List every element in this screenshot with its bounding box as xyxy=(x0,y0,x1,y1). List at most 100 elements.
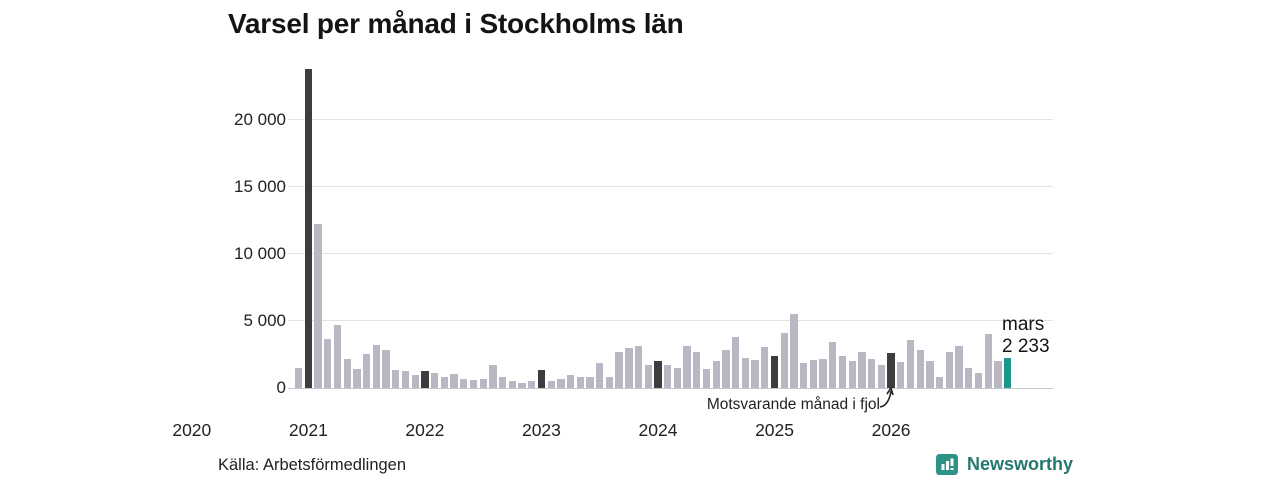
bar-2021-08 xyxy=(469,379,478,388)
bar-2023-04 xyxy=(664,365,672,388)
source-label: Källa: Arbetsförmedlingen xyxy=(218,456,407,474)
bar-2026-01 xyxy=(984,334,992,388)
bar-2024-08 xyxy=(819,359,827,388)
bar-2025-05 xyxy=(906,340,915,388)
bar-2024-12 xyxy=(858,352,866,388)
bar-2020-06 xyxy=(333,324,342,388)
bar-2020-03 xyxy=(304,68,312,388)
bar-2024-11 xyxy=(848,360,856,388)
bar-2023-01 xyxy=(634,346,643,388)
chart-title: Varsel per månad i Stockholms län xyxy=(228,8,684,39)
x-axis-label-2024: 2024 xyxy=(638,420,678,440)
bar-2020-08 xyxy=(353,369,361,388)
bar-2025-06 xyxy=(916,350,924,388)
bar-2020-04 xyxy=(314,224,322,388)
bar-2025-02 xyxy=(877,365,886,388)
bar-2024-02 xyxy=(761,347,769,388)
y-axis-label: 5 000 xyxy=(243,310,286,330)
x-axis-label-2026: 2026 xyxy=(871,420,911,440)
bar-2020-09 xyxy=(362,354,371,388)
bar-2022-04 xyxy=(547,381,555,388)
bar-2021-05 xyxy=(440,377,448,388)
bar-2024-10 xyxy=(838,355,847,388)
bar-2023-10 xyxy=(722,349,730,388)
bar-2026-02 xyxy=(994,360,1002,388)
bar-2023-05 xyxy=(673,367,682,388)
bar-2023-09 xyxy=(712,360,720,388)
bar-2024-01 xyxy=(751,359,759,388)
bar-2022-10 xyxy=(605,377,614,388)
bar-2022-01 xyxy=(518,382,526,388)
current-month-name: mars xyxy=(1002,314,1045,335)
newsworthy-logo: Newsworthy xyxy=(936,453,1073,476)
bar-2024-09 xyxy=(829,342,837,388)
bar-2021-07 xyxy=(460,379,468,388)
bar-2023-02 xyxy=(644,365,652,388)
bar-2021-01 xyxy=(401,370,410,388)
bar-2021-10 xyxy=(489,365,497,388)
bar-2021-11 xyxy=(498,376,507,388)
gridline xyxy=(288,186,1053,188)
bar-2020-02 xyxy=(295,367,303,388)
bar-2024-05 xyxy=(790,313,798,388)
gridline xyxy=(288,119,1053,121)
bar-2022-06 xyxy=(566,374,575,388)
bar-2021-02 xyxy=(411,375,419,388)
bar-2023-03 xyxy=(654,361,662,388)
x-axis-label-2021: 2021 xyxy=(288,420,328,440)
bar-2023-11 xyxy=(732,337,740,388)
bar-2023-12 xyxy=(741,357,750,388)
current-month-label: mars 2 233 xyxy=(1002,314,1050,358)
annotation-last-year-text: Motsvarande månad i fjol xyxy=(706,396,880,413)
bar-2020-05 xyxy=(324,339,332,388)
gridline xyxy=(288,253,1053,255)
newsworthy-icon xyxy=(936,454,958,475)
bar-2021-06 xyxy=(450,373,458,388)
bar-2022-08 xyxy=(586,376,594,388)
bar-2022-03 xyxy=(537,369,546,388)
bar-2025-12 xyxy=(974,373,983,388)
bar-2025-04 xyxy=(897,361,905,388)
annotation-arrow-icon xyxy=(879,386,894,408)
bar-2024-04 xyxy=(780,332,788,388)
bar-2022-02 xyxy=(528,380,536,388)
bar-2025-10 xyxy=(955,346,963,388)
bar-2023-06 xyxy=(683,346,691,388)
bar-2022-11 xyxy=(615,351,623,388)
current-month-value: 2 233 xyxy=(1002,336,1050,357)
bar-2025-03 xyxy=(887,353,895,388)
bar-2025-01 xyxy=(868,359,876,388)
x-axis-label-2025: 2025 xyxy=(755,420,794,440)
bar-2025-11 xyxy=(965,367,973,388)
y-axis-label: 0 xyxy=(276,378,286,397)
bar-2025-09 xyxy=(945,352,953,388)
bar-2021-09 xyxy=(479,378,487,388)
bar-2025-08 xyxy=(935,377,944,388)
bar-2020-10 xyxy=(372,345,380,388)
x-axis-label-2023: 2023 xyxy=(521,420,561,440)
bar-2025-07 xyxy=(926,360,934,388)
bar-2022-05 xyxy=(557,379,565,388)
bar-2026-03 xyxy=(1003,358,1012,388)
bar-2020-07 xyxy=(343,359,351,388)
y-axis-label: 10 000 xyxy=(234,243,286,263)
x-axis-line xyxy=(288,387,1053,389)
bar-2023-07 xyxy=(693,351,701,388)
x-axis-label-2022: 2022 xyxy=(405,420,445,440)
x-axis-label-2020: 2020 xyxy=(172,420,212,440)
bar-2022-07 xyxy=(576,377,584,388)
bar-2020-12 xyxy=(392,369,400,388)
bar-2021-03 xyxy=(421,370,429,388)
bar-2024-06 xyxy=(800,363,808,388)
bar-2022-09 xyxy=(596,363,604,388)
bar-2023-08 xyxy=(702,368,711,388)
y-axis-label: 20 000 xyxy=(234,109,286,129)
bar-2022-12 xyxy=(625,348,633,388)
bar-2024-07 xyxy=(809,359,818,388)
bar-2024-03 xyxy=(770,355,779,388)
gridline xyxy=(288,320,1053,322)
bar-2021-12 xyxy=(508,381,516,388)
bar-2021-04 xyxy=(430,372,439,388)
bar-2020-11 xyxy=(382,350,390,388)
